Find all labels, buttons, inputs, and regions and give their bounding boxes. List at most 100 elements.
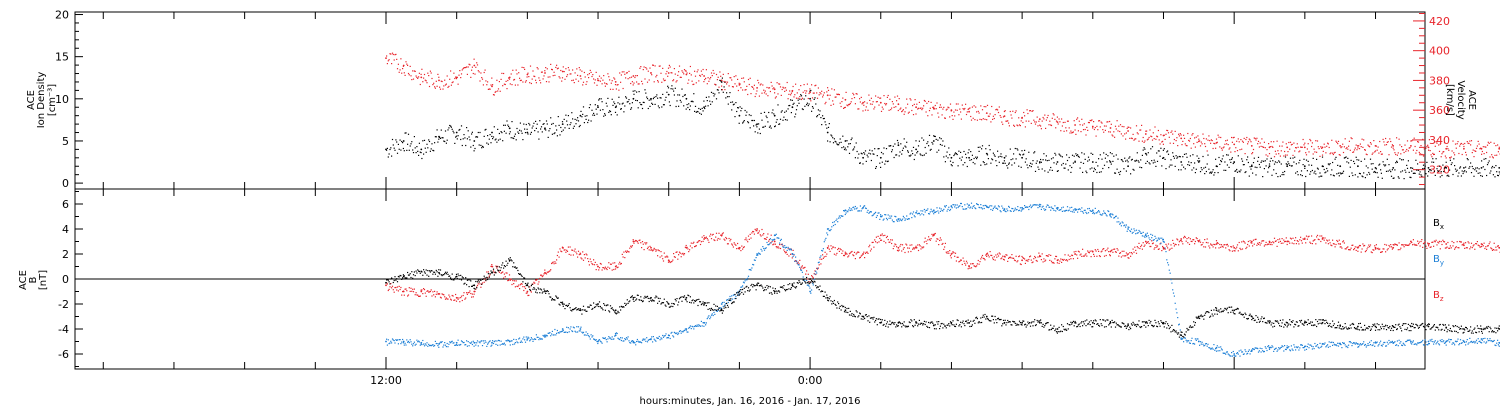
ion-density-point [1318,176,1320,178]
bz-point [1050,260,1053,262]
velocity-point [731,79,733,81]
bz-point [470,292,472,295]
bz-point [1327,240,1329,242]
bz-point [788,255,790,257]
bz-point [1387,248,1389,250]
bz-point [522,286,524,288]
ion-density-point [1333,175,1335,177]
velocity-point [1418,151,1420,153]
ion-density-point [761,119,763,121]
velocity-point [1449,157,1451,159]
velocity-point [938,116,940,118]
ion-density-point [1011,164,1013,166]
ion-density-point [1290,165,1292,167]
bz-point [1353,248,1356,250]
velocity-point [474,73,476,75]
ion-density-point [776,119,778,121]
bz-point [1091,250,1093,252]
velocity-point [1379,140,1381,143]
ion-density-point-point [420,148,423,151]
bz-point [598,269,600,271]
ion-density-point [947,157,949,159]
ion-density-point [645,92,647,94]
bz-point [652,250,654,252]
velocity-point [1042,116,1044,119]
ion-density-point [1110,163,1112,165]
ion-density-point [1378,164,1380,166]
velocity-point [976,119,978,121]
bz-point [697,241,699,243]
ion-density-point [853,148,855,150]
velocity-point [1116,120,1118,122]
ion-density-point [431,143,433,145]
ion-density-point [639,102,641,104]
ion-density-point [541,131,543,133]
ion-density-point [1063,167,1065,169]
velocity-point [911,109,913,112]
ion-density-point-point [1480,167,1483,169]
ion-density-point [1372,163,1374,165]
bz-point [1072,258,1074,260]
velocity-point [944,117,946,119]
ion-density-point [737,107,739,109]
bz-point [677,258,679,260]
velocity-point [767,95,769,97]
ion-density-point [689,105,691,107]
ion-density-point [822,118,824,120]
velocity-point [1236,140,1238,142]
ion-density-point [905,146,907,148]
velocity-point [431,77,433,80]
velocity-point [1025,120,1027,122]
ion-density-point [1157,150,1159,152]
velocity-point [903,113,905,115]
velocity-point [740,87,742,89]
ion-density-point [1481,175,1483,177]
bz-point [1360,251,1362,253]
bz-point [1127,257,1129,259]
ion-density-point [1347,157,1349,159]
bz-point [827,245,830,247]
bz-point [711,234,713,236]
velocity-point-point [597,79,599,82]
velocity-point [763,89,765,91]
bz-point [1116,248,1118,250]
ion-density-point [605,102,607,104]
bz-point [944,242,946,244]
bz-point [1115,251,1117,253]
ion-density-point [1176,157,1178,159]
ion-density-point [1121,159,1123,161]
bz-point [535,279,537,281]
ion-density-point [1089,168,1091,170]
bz-point [497,265,499,267]
bz-point [714,239,716,242]
bz-point [1286,243,1288,246]
velocity-point [857,108,859,110]
ion-density-point [843,148,846,151]
velocity-point [845,91,847,93]
ion-density-point [765,115,767,117]
velocity-point [1156,136,1159,138]
ion-density-point [528,122,530,125]
bz-point [1244,242,1246,244]
bz-point [967,268,969,270]
ion-density-point [1097,165,1099,167]
ion-density-point [940,138,942,140]
velocity-point [1194,146,1196,148]
velocity-point [1200,141,1202,143]
ion-density-point [393,147,395,149]
bz-point [819,258,821,260]
ion-density-point-point [1321,165,1324,168]
ion-density-point [504,124,506,126]
bz-point [784,251,786,253]
ion-density-point [1184,168,1186,170]
velocity-point [1474,150,1476,152]
ion-density-point [1459,167,1461,169]
ion-density-point [553,133,555,135]
velocity-point [1006,120,1008,122]
ion-density-point [1026,164,1028,166]
bz-point [1219,243,1221,246]
ion-density-point [1117,158,1119,160]
bz-point [515,280,517,282]
bz-point [1428,245,1430,247]
ion-density-point [1254,166,1256,168]
